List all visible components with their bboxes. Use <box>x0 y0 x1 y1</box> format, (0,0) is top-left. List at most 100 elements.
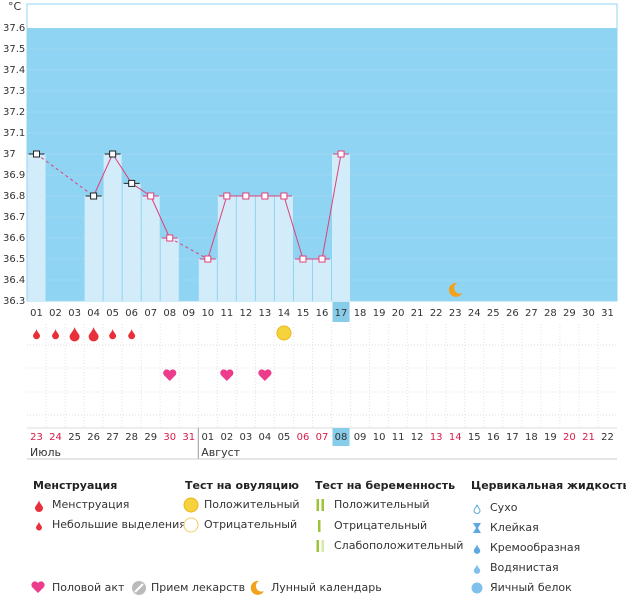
x-tick-label: 03 <box>68 308 81 319</box>
x-tick-label: 15 <box>297 308 310 319</box>
temp-point <box>299 255 307 263</box>
temp-point <box>337 150 345 158</box>
temp-point <box>242 192 250 200</box>
temp-point <box>223 192 231 200</box>
temp-point <box>318 255 326 263</box>
y-tick-label: 36.7 <box>3 212 25 223</box>
temp-point <box>166 234 174 242</box>
x-tick-label: 20 <box>392 308 405 319</box>
date-label: 04 <box>259 432 272 443</box>
x-tick-label: 08 <box>163 308 176 319</box>
x-tick-label: 09 <box>182 308 195 319</box>
temp-bar <box>217 196 236 301</box>
moon-icon <box>448 282 463 297</box>
temp-bar <box>312 259 332 301</box>
legend-icon <box>183 497 199 513</box>
temp-point <box>109 150 117 158</box>
legend-icon <box>35 500 43 512</box>
y-tick-label: 37.5 <box>3 44 25 55</box>
temp-bar <box>141 196 160 301</box>
x-tick-label: 25 <box>487 308 500 319</box>
today-date-highlight <box>332 428 350 446</box>
date-label: 23 <box>30 432 43 443</box>
x-tick-label: 14 <box>278 308 291 319</box>
legend-item: Клейкая <box>490 521 539 534</box>
x-tick-label: 26 <box>506 308 519 319</box>
date-label: 02 <box>220 432 233 443</box>
x-tick-label: 19 <box>373 308 386 319</box>
x-tick-label: 12 <box>240 308 253 319</box>
x-tick-label: 02 <box>49 308 62 319</box>
legend-item: Сухо <box>490 501 518 514</box>
date-label: 07 <box>316 432 329 443</box>
legend-item: Положительный <box>334 498 430 511</box>
date-label: 27 <box>106 432 119 443</box>
x-tick-label: 27 <box>525 308 538 319</box>
temp-bar <box>160 238 179 301</box>
month-label: Июль <box>30 446 61 459</box>
legend-icon <box>134 583 144 593</box>
date-label: 11 <box>392 432 405 443</box>
x-tick-label: 17 <box>335 308 348 319</box>
y-tick-label: 36.4 <box>3 275 25 286</box>
x-tick-label: 11 <box>220 308 233 319</box>
date-label: 30 <box>163 432 176 443</box>
legend-item: Отрицательный <box>204 518 297 531</box>
date-label: 21 <box>582 432 595 443</box>
date-label: 01 <box>201 432 214 443</box>
legend-item: Менструация <box>52 498 129 511</box>
y-tick-label: 37.2 <box>3 107 25 118</box>
temp-line <box>112 153 133 184</box>
temp-bar <box>198 259 217 301</box>
legend-icon <box>316 499 319 511</box>
y-tick-label: 37.1 <box>3 128 25 139</box>
date-label: 20 <box>563 432 576 443</box>
legend-item: Небольшие выделения <box>52 518 186 531</box>
y-tick-label: 37 <box>3 149 16 160</box>
y-tick-label: 36.6 <box>3 233 25 244</box>
temp-point <box>33 150 41 158</box>
legend-item: Кремообразная <box>490 541 580 554</box>
x-tick-label: 05 <box>106 308 119 319</box>
date-label: 13 <box>430 432 443 443</box>
legend-icon <box>321 499 324 511</box>
legend-icon <box>36 521 42 531</box>
x-tick-label: 06 <box>125 308 138 319</box>
temp-point <box>90 192 98 200</box>
temp-line <box>321 153 342 260</box>
legend-icon <box>316 540 319 552</box>
temp-line <box>169 237 209 260</box>
legend-item: Слабоположительный <box>334 539 463 552</box>
date-label: 14 <box>449 432 462 443</box>
legend-item: Яичный белок <box>490 581 572 594</box>
date-label: 09 <box>354 432 367 443</box>
legend-icon <box>473 544 481 554</box>
menstruation-icon <box>69 327 80 342</box>
temp-bar <box>274 196 293 301</box>
menstruation-icon <box>52 329 60 340</box>
temp-point <box>128 179 136 187</box>
temp-line <box>93 153 114 197</box>
y-tick-label: 36.8 <box>3 191 25 202</box>
intercourse-icon <box>220 369 234 381</box>
x-tick-label: 18 <box>354 308 367 319</box>
legend-title: Менструация <box>33 479 117 492</box>
x-tick-label: 10 <box>201 308 214 319</box>
x-tick-label: 21 <box>411 308 424 319</box>
date-label: 28 <box>125 432 138 443</box>
x-tick-label: 30 <box>582 308 595 319</box>
x-tick-label: 13 <box>259 308 272 319</box>
temp-point <box>280 192 288 200</box>
legend-title: Тест на беременность <box>315 479 455 492</box>
temp-bar <box>255 196 274 301</box>
legend-icon <box>250 580 264 595</box>
temp-line <box>150 195 171 239</box>
x-tick-label: 16 <box>316 308 329 319</box>
x-tick-label: 22 <box>430 308 443 319</box>
date-label: 25 <box>68 432 81 443</box>
temp-bar <box>27 154 46 301</box>
legend-extra: Лунный календарь <box>271 581 382 594</box>
legend-icon <box>471 582 483 594</box>
y-tick-label: 36.9 <box>3 170 25 181</box>
